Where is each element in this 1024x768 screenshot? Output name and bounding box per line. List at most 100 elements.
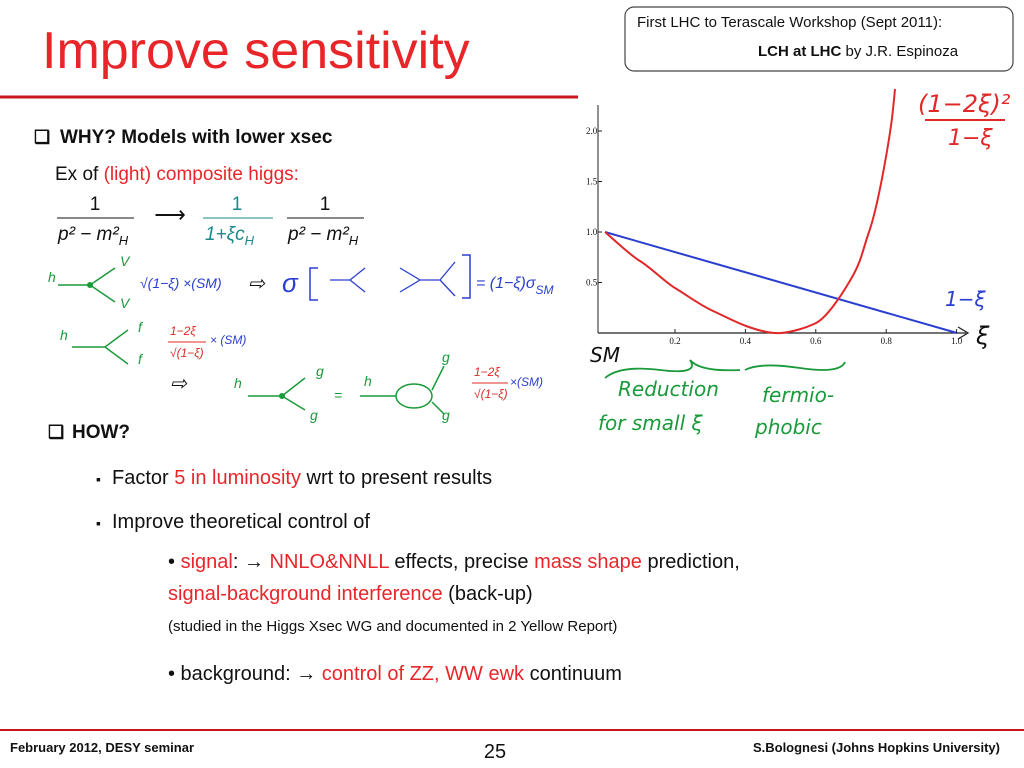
- den: p² − m²: [287, 224, 349, 245]
- bullet-text: Factor 5 in luminosity wrt to present re…: [112, 467, 492, 489]
- x-tick-label: 0.2: [669, 336, 680, 346]
- brace: [604, 359, 846, 379]
- sigma: σ: [282, 268, 299, 298]
- equals: =: [334, 387, 342, 403]
- label: f: [138, 351, 144, 367]
- text: = (1−ξ)σ: [476, 275, 537, 292]
- vertex-dot: [279, 393, 285, 399]
- checkbox: ❑: [34, 127, 50, 147]
- factor-sm: × (SM): [210, 333, 246, 347]
- factor: √(1−ξ) ×(SM): [140, 275, 222, 291]
- brackets: [309, 254, 471, 301]
- section-heading: WHY? Models with lower xsec: [60, 127, 333, 148]
- implies: ⇨: [248, 273, 266, 295]
- text: Ex of: [55, 164, 99, 185]
- bullet: ▪: [96, 471, 101, 487]
- x-tick-label: 0.4: [740, 336, 752, 346]
- sub-bullet: • background: → control of ZZ, WW ewk co…: [168, 663, 622, 685]
- checkbox: ❑: [48, 422, 64, 442]
- label: g: [316, 363, 324, 379]
- text: continuum: [530, 663, 622, 685]
- highlight: signal: [181, 551, 233, 573]
- vertex: [248, 377, 306, 411]
- sub-bullet-cont: signal-background interference (back-up): [168, 583, 533, 605]
- text: • background: →: [168, 663, 316, 685]
- slide-title: Improve sensitivity: [42, 22, 470, 80]
- implies: ⇨: [170, 373, 188, 395]
- numerator: 1: [90, 194, 101, 215]
- x-tick-label: 0.6: [810, 336, 822, 346]
- sm-label: SM: [590, 343, 620, 367]
- feynman-sketch: [330, 261, 456, 297]
- label: h: [364, 373, 372, 389]
- factor-sm: ×(SM): [510, 375, 543, 389]
- bullet: ▪: [96, 515, 101, 531]
- loop-sketch: [360, 365, 445, 415]
- reference-line: First LHC to Terascale Workshop (Sept 20…: [637, 14, 942, 31]
- diagrams: h V V √(1−ξ) ×(SM) ⇨ σ = (1−ξ)σSM h f f …: [48, 253, 553, 423]
- section-heading: HOW?: [72, 422, 130, 443]
- text: effects, precise: [394, 551, 528, 573]
- reference-line: LCH at LHC by J.R. Espinoza: [758, 43, 959, 60]
- den: 1+ξc: [205, 224, 245, 245]
- label: f: [138, 319, 144, 335]
- note: (studied in the Higgs Xsec WG and docume…: [168, 618, 617, 635]
- factor-num: 1−2ξ: [474, 365, 500, 379]
- arrow: ⟶: [154, 202, 186, 227]
- factor-den: √(1−ξ): [170, 346, 204, 360]
- formula: 1 p² − m²H ⟶ 1 1+ξcH 1 p² − m²H: [57, 194, 364, 248]
- numerator: 1: [232, 194, 243, 215]
- subscript: SM: [535, 283, 553, 297]
- reference-box: [624, 6, 1014, 72]
- footer-right: S.Bolognesi (Johns Hopkins University): [753, 740, 1000, 755]
- note: for small ξ: [598, 411, 703, 435]
- highlight: control of ZZ, WW ewk: [322, 663, 525, 685]
- footer-left: February 2012, DESY seminar: [10, 740, 194, 755]
- label: g: [442, 349, 450, 365]
- page-number: 25: [484, 741, 506, 763]
- highlight: NNLO&NNLL: [270, 551, 390, 573]
- label: h: [48, 269, 56, 285]
- y-tick-label: 2.0: [586, 126, 598, 136]
- blue-curve: [604, 231, 958, 334]
- den: p² − m²: [57, 224, 119, 245]
- subscript: H: [119, 233, 129, 248]
- text: (back-up): [448, 583, 532, 605]
- loop: [395, 383, 433, 409]
- highlight: mass shape: [534, 551, 642, 573]
- vertex: [72, 329, 129, 365]
- sub-bullet: • signal: → NNLO&NNLL effects, precise m…: [168, 551, 740, 573]
- label: h: [234, 375, 242, 391]
- red-curve: [604, 88, 896, 335]
- note: Reduction: [618, 377, 719, 401]
- x-axis-label: ξ: [975, 322, 990, 350]
- denominator: 1+ξcH: [205, 224, 255, 248]
- note: fermio-: [762, 383, 834, 407]
- example-text: Ex of (light) composite higgs:: [55, 164, 299, 185]
- label: g: [310, 407, 318, 423]
- label: h: [60, 327, 68, 343]
- label: V: [120, 295, 131, 311]
- reference-author: by J.R. Espinoza: [846, 43, 959, 60]
- y-tick-label: 1.0: [586, 227, 598, 237]
- y-tick-label: 0.5: [586, 278, 598, 288]
- highlight: (light) composite higgs:: [104, 164, 299, 185]
- numerator: 1: [320, 194, 331, 215]
- denominator: p² − m²H: [287, 224, 359, 248]
- y-tick-label: 1.5: [586, 177, 598, 187]
- highlight: signal-background interference: [168, 583, 443, 605]
- vertex: [58, 267, 116, 303]
- denominator: p² − m²H: [57, 224, 129, 248]
- text: prediction,: [647, 551, 739, 573]
- x-tick-label: 1.0: [951, 336, 963, 346]
- curve-label: 1−ξ: [945, 287, 986, 311]
- plot: (1−2ξ)² 1−ξ 1−ξ ξ SM Reduction for small…: [586, 88, 1011, 439]
- note: phobic: [754, 415, 822, 439]
- curve-label: (1−2ξ)²: [918, 90, 1011, 118]
- bullet-text: Improve theoretical control of: [112, 511, 370, 533]
- factor-den: √(1−ξ): [474, 387, 508, 401]
- text: wrt to present results: [306, 467, 493, 489]
- subscript: H: [349, 233, 359, 248]
- text: : →: [233, 551, 264, 573]
